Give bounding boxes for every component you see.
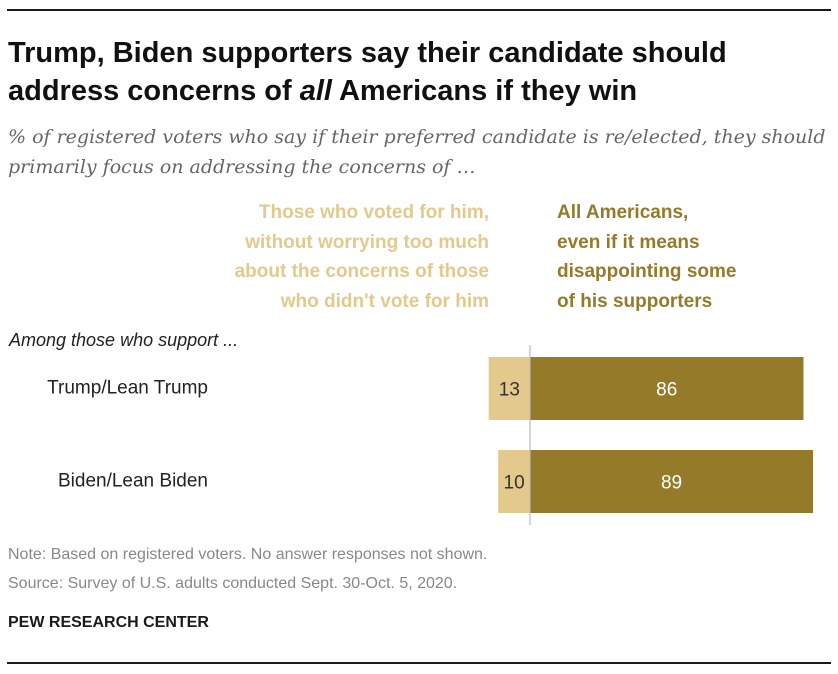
bottom-rule — [7, 662, 831, 664]
title-line-1: Trump, Biden supporters say their candid… — [8, 37, 727, 69]
category-label: Biden/Lean Biden — [58, 471, 208, 492]
notes: Note: Based on registered voters. No ans… — [8, 540, 487, 598]
data-label-left: 13 — [499, 380, 520, 401]
title-line-2-start: address concerns of — [8, 75, 300, 107]
legend-right-series: All Americans, even if it means disappoi… — [557, 202, 737, 312]
legend-left-series: Those who voted for him, without worryin… — [234, 202, 489, 312]
chart-title: Trump, Biden supporters say their candid… — [8, 34, 828, 110]
org-name: PEW RESEARCH CENTER — [8, 614, 209, 631]
bar-left-series — [498, 450, 530, 513]
top-rule — [7, 9, 831, 11]
chart-subtitle: % of registered voters who say if their … — [8, 126, 826, 178]
data-label-left: 10 — [504, 473, 525, 494]
note-text: Note: Based on registered voters. No ans… — [8, 546, 488, 563]
bar-right-series — [530, 357, 804, 420]
bar-left-series — [488, 357, 530, 420]
source-text: Source: Survey of U.S. adults conducted … — [8, 575, 458, 592]
category-label: Trump/Lean Trump — [47, 378, 208, 399]
bar-right-series — [530, 450, 814, 513]
title-emphasis: all — [299, 75, 332, 107]
group-label: Among those who support ... — [9, 330, 239, 350]
title-line-2-end: Americans if they win — [331, 75, 638, 107]
data-label-right: 86 — [656, 380, 677, 401]
data-label-right: 89 — [661, 473, 682, 494]
